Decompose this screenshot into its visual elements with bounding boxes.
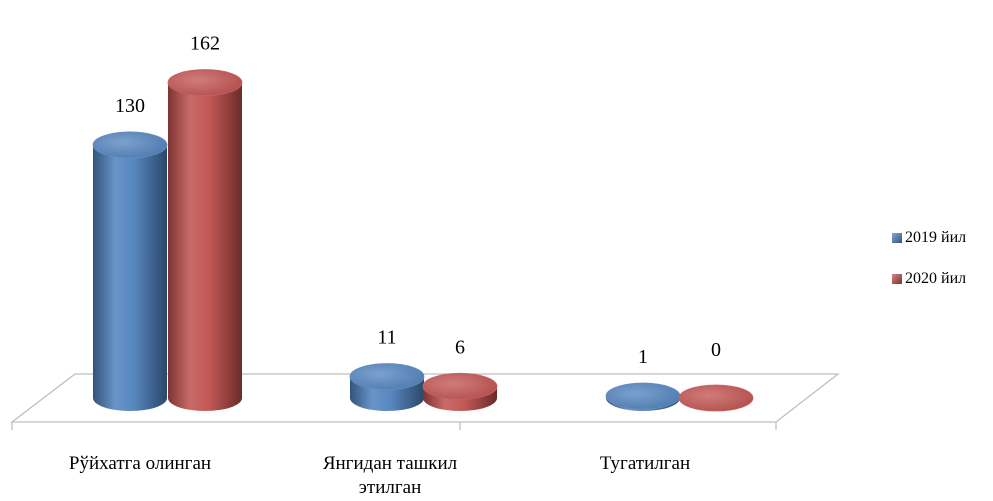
bar-top: [167, 69, 243, 96]
bar: [678, 384, 754, 412]
legend-item-2019: 2019 йил: [892, 228, 992, 248]
data-label: 0: [711, 339, 721, 361]
category-label: Рўйхатга олинган: [68, 453, 212, 474]
data-label: 6: [455, 336, 465, 358]
bar-top: [605, 382, 681, 410]
bar-body: [93, 144, 167, 411]
legend-label: 2020 йил: [905, 270, 967, 287]
bar-top: [422, 372, 498, 400]
data-labels-layer: 130 162 11 6 1 0: [115, 33, 721, 368]
bar-body: [168, 82, 242, 411]
bar: [349, 363, 425, 411]
data-label: 1: [638, 346, 648, 368]
data-label: 130: [115, 95, 145, 117]
bars-layer: [92, 69, 754, 412]
legend-swatch-icon: [892, 233, 902, 243]
category-label: Тугатилган: [599, 453, 691, 474]
bar-top: [92, 131, 168, 159]
category-label: Янгидан ташкил этилган: [322, 453, 458, 498]
legend-label: 2019 йил: [905, 229, 967, 246]
bar: [422, 372, 498, 411]
legend-item-2020: 2020 йил: [892, 269, 992, 289]
legend-swatch-icon: [892, 274, 902, 284]
bar-top: [349, 363, 425, 390]
data-label: 162: [190, 33, 220, 55]
data-label: 11: [377, 327, 396, 349]
x-axis-ticks: [11, 422, 777, 430]
legend: 2019 йил 2020 йил: [892, 228, 992, 310]
bar: [605, 382, 681, 411]
bar: [167, 69, 243, 411]
bar: [92, 131, 168, 411]
bar-top: [678, 384, 754, 412]
